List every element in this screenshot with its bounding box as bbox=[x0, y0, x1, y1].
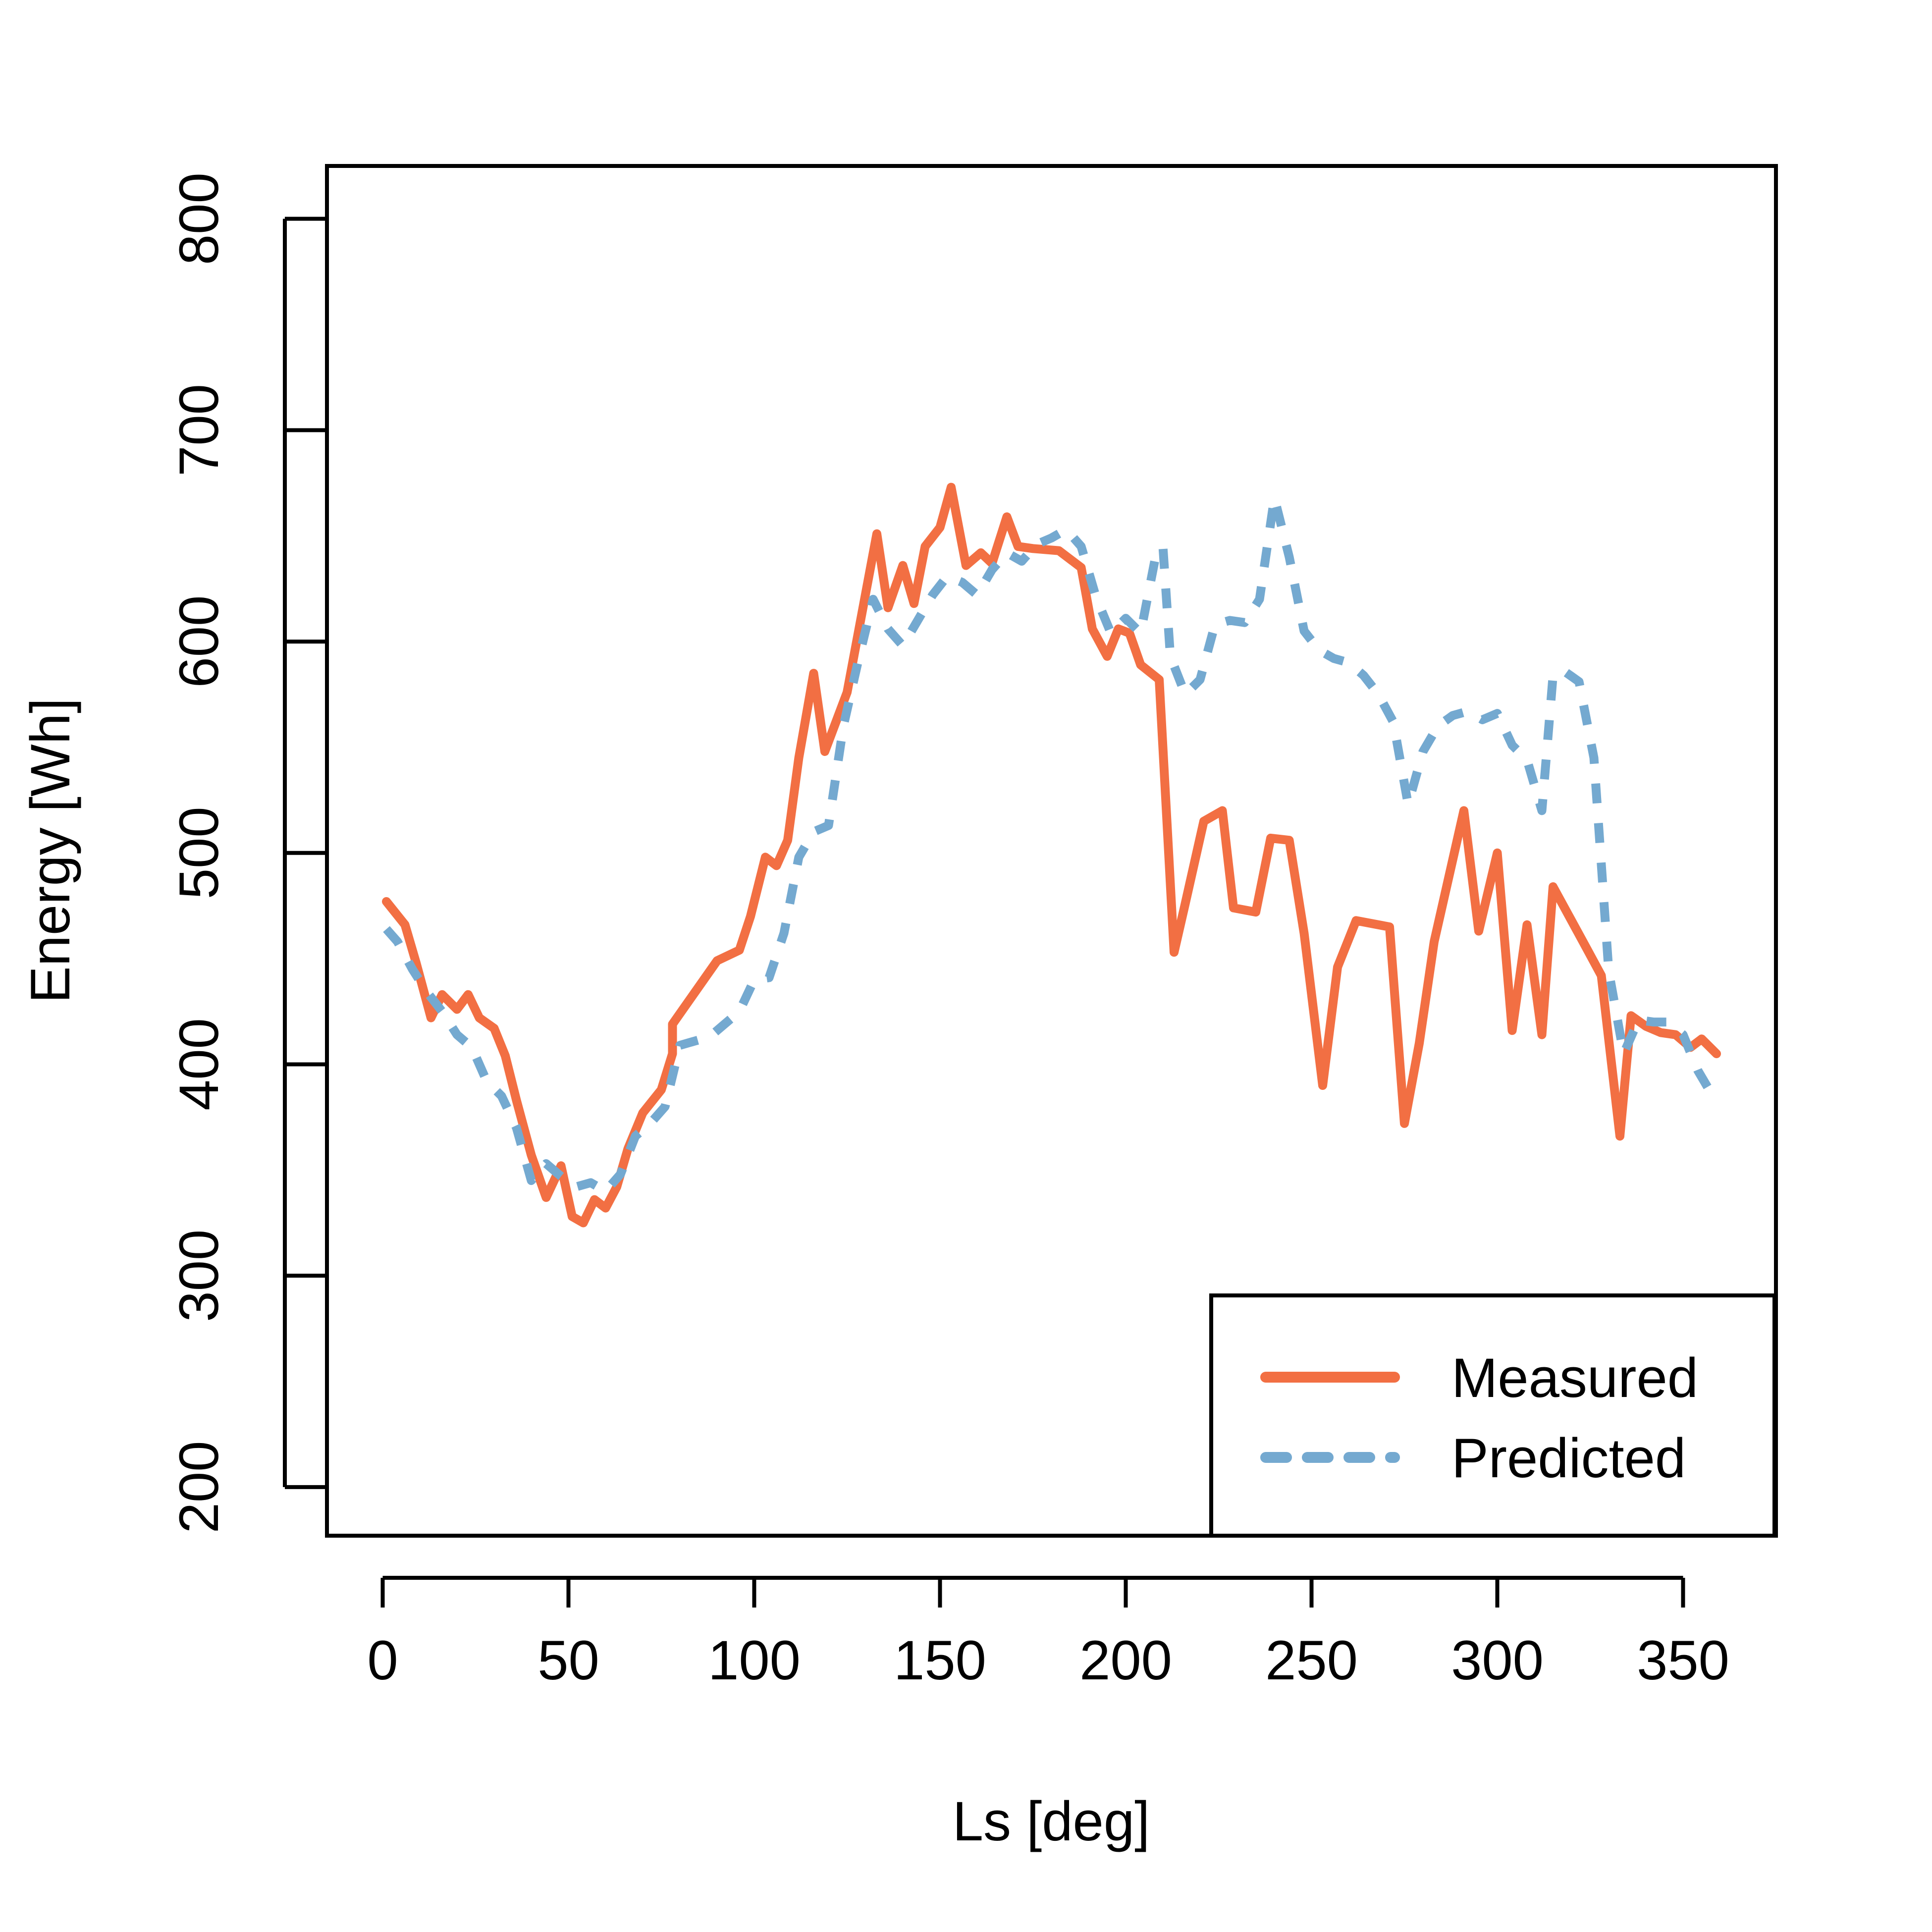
series-line-predicted bbox=[383, 493, 1717, 1196]
y-tick-label: 500 bbox=[168, 806, 230, 899]
legend-label-predicted: Predicted bbox=[1451, 1427, 1686, 1489]
y-tick-label: 300 bbox=[168, 1230, 230, 1322]
y-tick-label: 600 bbox=[168, 595, 230, 688]
y-axis-label: Energy [Wh] bbox=[19, 698, 81, 1003]
legend-label-measured: Measured bbox=[1451, 1347, 1698, 1409]
y-tick-label: 400 bbox=[168, 1018, 230, 1111]
legend-box bbox=[1209, 1293, 1776, 1538]
x-tick-label: 200 bbox=[1079, 1629, 1172, 1691]
x-tick-label: 0 bbox=[367, 1629, 398, 1691]
x-axis-label: Ls [deg] bbox=[953, 1790, 1150, 1852]
plot-frame bbox=[325, 164, 1778, 1538]
x-tick-label: 350 bbox=[1637, 1629, 1729, 1691]
plot-area-lines bbox=[382, 483, 1721, 1228]
y-tick-label: 700 bbox=[168, 384, 230, 477]
x-tick-label: 300 bbox=[1451, 1629, 1544, 1691]
x-tick-label: 50 bbox=[537, 1629, 599, 1691]
x-axis: 0 50 100 150 200 250 300 350 bbox=[367, 1576, 1729, 1691]
legend: Measured Predicted bbox=[1209, 1293, 1776, 1538]
y-tick-label: 200 bbox=[168, 1441, 230, 1533]
x-tick-label: 100 bbox=[708, 1629, 801, 1691]
x-tick-label: 250 bbox=[1265, 1629, 1358, 1691]
series-line-measured bbox=[382, 483, 1721, 1228]
y-tick-label: 800 bbox=[168, 172, 230, 265]
x-tick-label: 150 bbox=[894, 1629, 986, 1691]
y-axis: 200 300 400 500 600 700 800 bbox=[168, 172, 327, 1533]
